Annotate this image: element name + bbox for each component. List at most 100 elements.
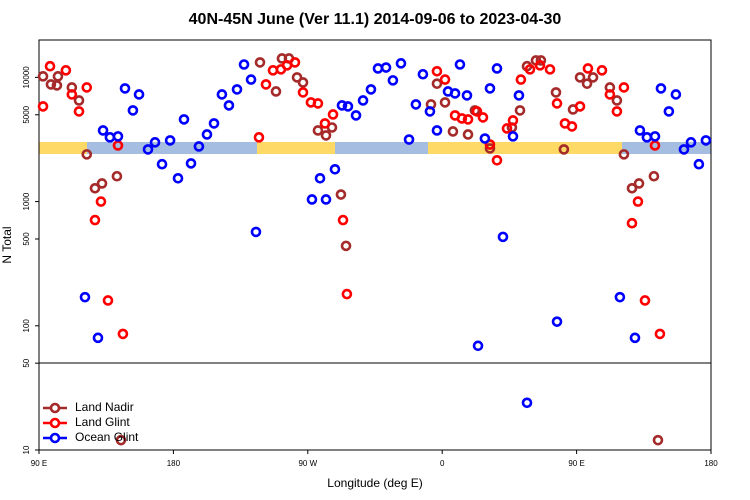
- data-point: [611, 95, 623, 106]
- data-point: [117, 328, 129, 340]
- data-point: [193, 141, 205, 152]
- data-point: [250, 226, 262, 238]
- data-point: [535, 55, 547, 66]
- data-point: [81, 149, 93, 160]
- data-point: [97, 125, 109, 136]
- data-point: [112, 131, 124, 142]
- data-point: [544, 64, 556, 75]
- data-point: [655, 83, 667, 94]
- data-point: [574, 72, 586, 83]
- data-point: [127, 105, 139, 116]
- y-tick-label: 10: [22, 445, 31, 454]
- data-point: [431, 125, 443, 136]
- data-point: [596, 65, 608, 76]
- data-point: [336, 100, 348, 111]
- data-point: [629, 332, 641, 344]
- data-point: [462, 114, 474, 125]
- legend-marker: [49, 402, 61, 414]
- data-point: [447, 126, 459, 137]
- y-tick-label: 10000: [22, 66, 31, 89]
- data-point: [456, 113, 468, 124]
- data-point: [439, 74, 451, 85]
- data-point: [156, 158, 168, 170]
- data-point: [491, 63, 503, 74]
- land-band: [257, 142, 335, 154]
- x-tick-label: 180: [167, 459, 181, 468]
- legend-label: Land Glint: [75, 415, 130, 429]
- data-point: [133, 89, 145, 100]
- data-point: [320, 194, 332, 205]
- legend-marker: [49, 432, 61, 444]
- land-band: [39, 142, 87, 154]
- data-point: [66, 89, 78, 100]
- data-point: [618, 149, 630, 160]
- data-point: [654, 328, 666, 340]
- x-tick-label: 90 E: [568, 459, 584, 468]
- data-point: [558, 144, 570, 155]
- data-point: [312, 125, 324, 136]
- data-point: [89, 214, 101, 226]
- data-point: [551, 98, 563, 109]
- data-point: [566, 121, 578, 132]
- data-point: [410, 99, 422, 110]
- data-point: [515, 74, 527, 85]
- data-point: [149, 137, 161, 148]
- data-point: [641, 132, 653, 143]
- data-point: [581, 78, 593, 89]
- ocean-band: [335, 142, 428, 154]
- data-point: [491, 155, 503, 166]
- data-point: [238, 59, 250, 70]
- data-point: [524, 64, 536, 75]
- x-tick-label: 180: [704, 459, 718, 468]
- data-point: [439, 97, 451, 108]
- x-tick-label: 90 E: [31, 459, 47, 468]
- y-tick-label: 50: [22, 358, 31, 367]
- data-point: [319, 118, 331, 129]
- data-point: [89, 182, 101, 194]
- data-point: [685, 137, 697, 148]
- data-point: [634, 125, 646, 136]
- data-point: [51, 80, 63, 91]
- data-point: [289, 57, 301, 68]
- data-point: [507, 131, 519, 142]
- y-axis-label: N Total: [0, 226, 14, 263]
- data-point: [550, 87, 562, 98]
- data-point: [102, 295, 114, 306]
- data-point: [201, 129, 213, 140]
- data-point: [479, 133, 491, 144]
- data-point: [632, 196, 644, 207]
- data-point: [649, 131, 661, 142]
- data-point: [312, 98, 324, 109]
- data-point: [670, 89, 682, 100]
- plot-frame: [38, 39, 712, 451]
- y-tick-label: 100: [22, 319, 31, 333]
- legend-marker: [49, 417, 61, 429]
- data-point: [45, 79, 57, 90]
- data-point: [119, 83, 131, 94]
- data-point: [501, 123, 513, 134]
- chart-title: 40N-45N June (Ver 11.1) 2014-09-06 to 20…: [189, 11, 562, 28]
- data-point: [678, 144, 690, 155]
- x-tick-label: 90 W: [298, 459, 317, 468]
- data-point: [216, 89, 228, 100]
- data-point: [454, 59, 466, 70]
- data-point: [81, 82, 93, 93]
- data-point: [403, 134, 415, 145]
- data-point: [254, 57, 266, 68]
- data-point: [431, 65, 443, 77]
- data-point: [652, 434, 664, 446]
- data-point: [693, 158, 705, 170]
- data-point: [484, 139, 496, 150]
- data-point: [178, 114, 190, 125]
- data-point: [365, 84, 377, 95]
- data-point: [357, 95, 369, 106]
- data-point: [633, 178, 645, 189]
- data-point: [387, 75, 399, 86]
- data-point: [514, 105, 526, 116]
- data-point: [477, 112, 489, 123]
- data-point: [92, 332, 104, 344]
- data-point: [461, 90, 473, 101]
- data-point: [172, 173, 184, 184]
- data-point: [449, 88, 461, 99]
